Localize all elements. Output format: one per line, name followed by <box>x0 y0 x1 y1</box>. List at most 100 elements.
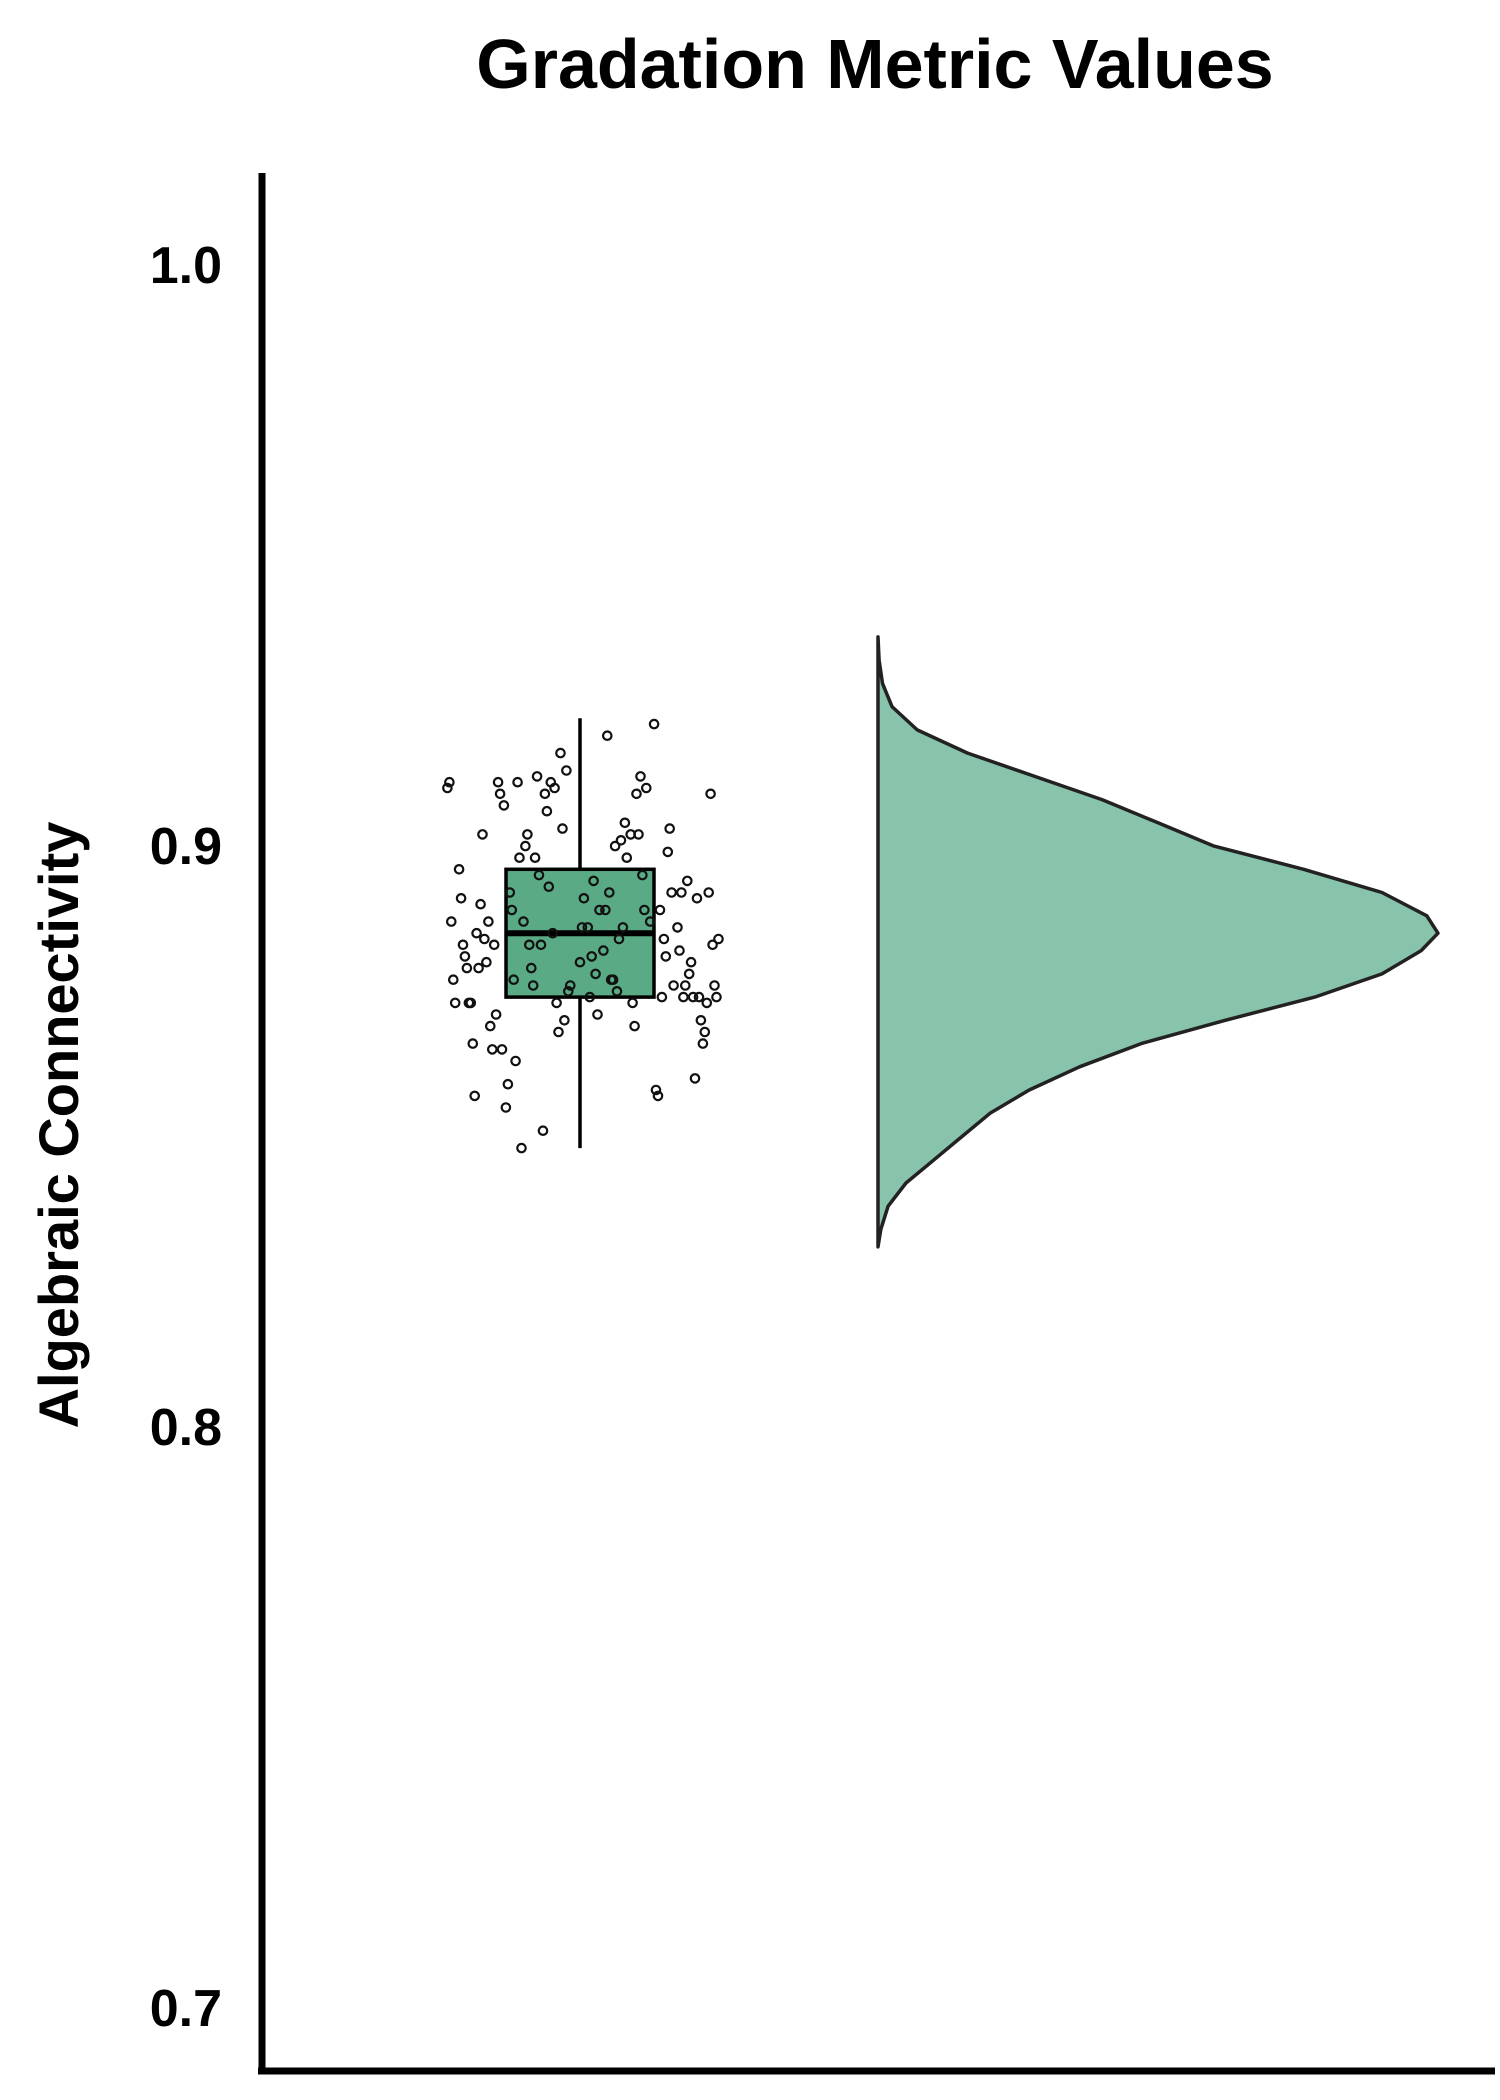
data-point <box>640 782 652 794</box>
data-point <box>701 997 713 1009</box>
data-point <box>506 904 518 916</box>
data-point <box>525 962 537 974</box>
data-point <box>547 927 558 939</box>
data-point <box>631 788 642 800</box>
data-point <box>619 817 631 829</box>
data-point <box>442 782 453 794</box>
data-point <box>465 997 477 1009</box>
data-point <box>486 1044 498 1055</box>
rain-points <box>442 718 724 1154</box>
data-point <box>529 852 541 863</box>
data-point <box>471 927 482 939</box>
data-point <box>713 933 724 945</box>
y-tick-label: 0.8 <box>150 1399 222 1457</box>
data-point <box>689 1073 701 1084</box>
y-axis-label: Algebraic Connectivity <box>27 822 90 1429</box>
chart-title: Gradation Metric Values <box>476 25 1273 103</box>
data-point <box>703 887 714 898</box>
data-point <box>695 1014 707 1026</box>
data-point <box>707 939 718 951</box>
data-point <box>498 800 510 811</box>
data-point <box>676 887 687 898</box>
data-point <box>635 771 646 782</box>
data-point <box>469 1090 480 1102</box>
data-point <box>578 892 590 904</box>
data-point <box>705 788 716 800</box>
data-point <box>588 875 599 887</box>
data-point <box>600 904 611 916</box>
data-point <box>654 904 666 916</box>
data-point <box>613 933 625 945</box>
data-point <box>656 991 668 1003</box>
data-point <box>522 829 533 840</box>
data-point <box>592 1009 603 1020</box>
data-point <box>615 834 627 846</box>
data-point <box>559 1014 570 1026</box>
y-tick-label: 1.0 <box>150 237 222 295</box>
data-point <box>459 951 471 962</box>
data-point <box>473 962 484 974</box>
data-point <box>531 771 543 782</box>
data-point <box>481 956 492 968</box>
data-point <box>557 823 568 834</box>
data-point <box>467 1038 479 1049</box>
data-point <box>598 945 609 956</box>
data-point <box>576 922 588 933</box>
data-point <box>537 1125 549 1136</box>
data-point <box>516 1142 527 1154</box>
data-point <box>609 840 621 852</box>
data-point <box>627 997 638 1009</box>
data-point <box>617 922 629 933</box>
data-point <box>543 881 555 892</box>
y-ticks: 0.7 0.8 0.9 1.0 <box>150 237 222 2038</box>
data-point <box>687 991 699 1003</box>
data-point <box>611 985 623 997</box>
data-point <box>660 951 672 962</box>
data-point <box>674 945 685 956</box>
data-point <box>541 805 553 817</box>
data-point <box>679 980 691 991</box>
data-point <box>494 788 506 800</box>
data-point <box>678 991 689 1003</box>
boxplot <box>504 718 656 1149</box>
density-cloud <box>876 635 1440 1249</box>
data-point <box>691 892 703 904</box>
data-point <box>711 991 722 1003</box>
data-point <box>500 1102 512 1113</box>
data-point <box>539 788 551 800</box>
data-point <box>549 782 560 794</box>
data-point <box>444 776 455 788</box>
data-point <box>648 718 660 730</box>
data-point <box>697 1038 709 1049</box>
data-point <box>457 939 469 951</box>
data-point <box>502 1078 514 1090</box>
data-point <box>629 1020 640 1032</box>
data-point <box>681 875 693 887</box>
data-point <box>594 904 605 916</box>
axes <box>258 173 1495 2075</box>
data-point <box>574 956 586 968</box>
data-point <box>561 765 572 776</box>
data-point <box>685 956 697 968</box>
data-point <box>455 892 467 904</box>
data-point <box>514 852 525 863</box>
data-point <box>562 985 574 997</box>
data-point <box>490 1009 502 1020</box>
data-point <box>658 933 670 945</box>
data-point <box>535 939 547 951</box>
data-point <box>564 980 576 991</box>
data-point <box>650 1084 662 1096</box>
data-point <box>553 1026 564 1038</box>
y-tick-label: 0.9 <box>150 818 222 876</box>
data-point <box>453 863 465 875</box>
data-point <box>496 1044 508 1055</box>
data-point <box>555 747 566 759</box>
data-point <box>590 968 601 980</box>
data-point <box>693 991 705 1003</box>
data-point <box>512 776 523 788</box>
y-tick-label: 0.7 <box>150 1980 222 2038</box>
data-point <box>518 916 529 927</box>
data-point <box>445 916 457 927</box>
data-point <box>672 922 683 933</box>
data-point <box>666 887 677 898</box>
